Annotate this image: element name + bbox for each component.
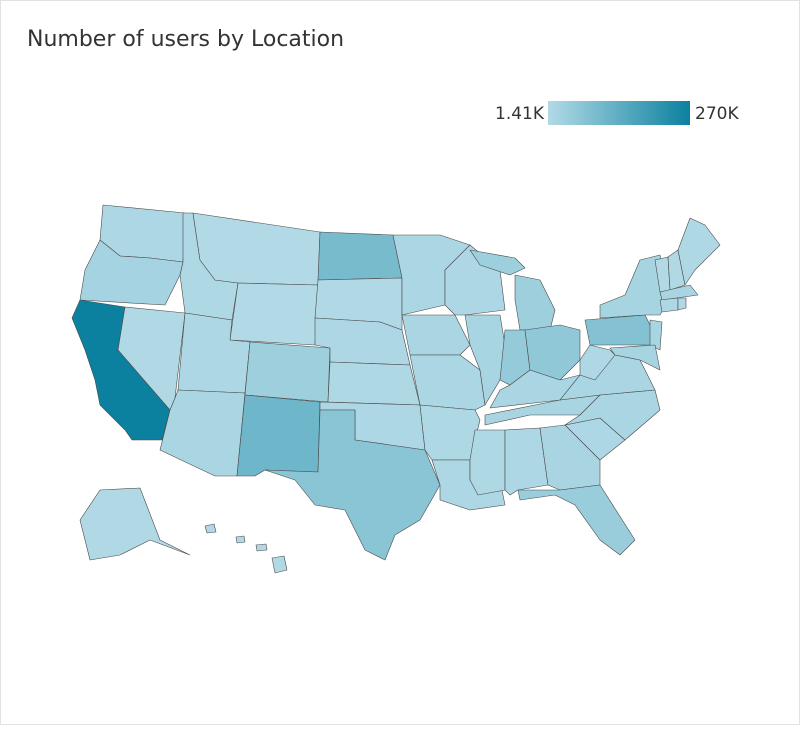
state [659, 297, 679, 313]
state [236, 394, 321, 477]
state [317, 231, 403, 281]
state [229, 282, 319, 346]
state [584, 314, 656, 346]
state [79, 487, 191, 561]
state [244, 341, 331, 403]
state [327, 361, 421, 406]
state [419, 404, 481, 461]
state [677, 217, 721, 286]
state [469, 429, 506, 496]
color-legend: 1.41K 270K [495, 101, 739, 125]
legend-min-label: 1.41K [495, 104, 545, 124]
chart-title: Number of users by Location [27, 27, 344, 52]
legend-max-label: 270K [695, 104, 739, 124]
state [264, 409, 441, 561]
state [609, 344, 661, 371]
legend-bar [548, 101, 690, 125]
state [659, 284, 699, 301]
state [204, 523, 288, 574]
state [517, 484, 636, 556]
map [71, 204, 721, 574]
state [401, 314, 471, 356]
state [649, 319, 663, 351]
state [677, 297, 687, 311]
state [464, 314, 506, 406]
